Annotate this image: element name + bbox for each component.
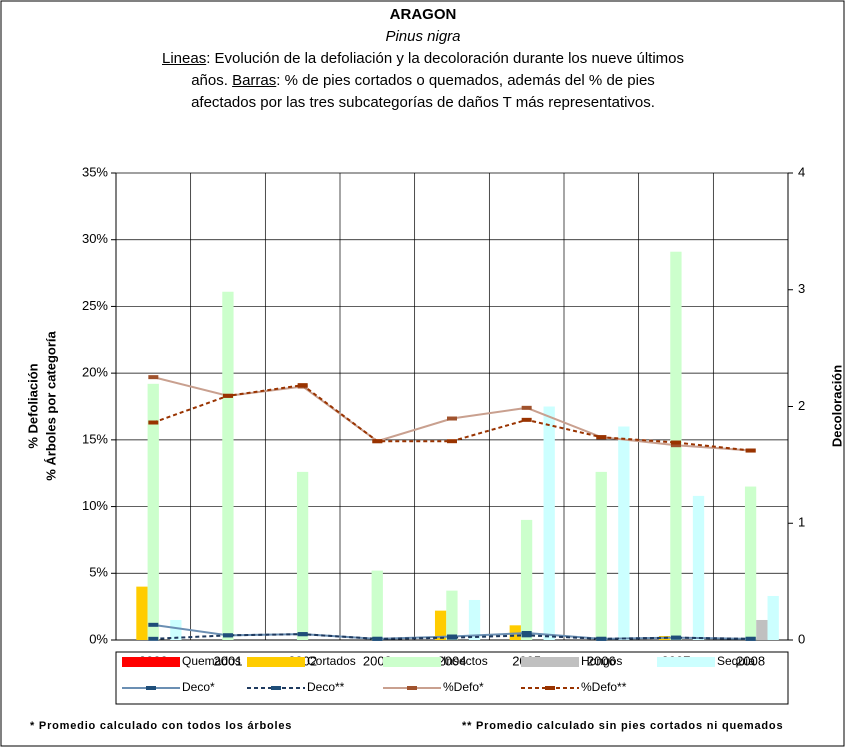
desc-part: afectados por las tres subcategorías de … [191,94,655,111]
legend-marker [545,686,555,690]
marker [745,636,756,641]
y2-tick-label: 0 [798,631,805,646]
description: Lineas: Evolución de la defoliación y la… [0,48,846,114]
y2-tick-label: 3 [798,281,805,296]
bar [595,471,607,640]
legend-label: %Defo** [581,680,627,694]
bar [756,619,768,640]
y2-tick-label: 4 [798,164,805,179]
y-tick-label: 35% [82,164,108,179]
bar [446,590,458,640]
marker [372,439,383,444]
marker [297,632,308,637]
marker [521,405,532,410]
footnote: ** Promedio calculado sin pies cortados … [462,720,783,732]
y-tick-label: 5% [89,565,108,580]
legend-swatch [383,657,441,667]
chart-title: ARAGON [389,6,457,23]
y-tick-label: 10% [82,498,108,513]
header: ARAGON Pinus nigra Lineas: Evolución de … [0,0,846,114]
marker [148,420,159,425]
legend-label: %Defo* [443,680,484,694]
y-axis-label: % Árboles por categoría [43,330,58,480]
legend-label: Quemados [182,654,241,668]
marker [521,630,532,635]
marker [447,439,457,444]
desc-part: : Evolución de la defoliación y la decol… [206,50,684,67]
bar [434,610,447,640]
bar [543,406,555,640]
legend-marker [146,686,156,690]
legend-label: Hongos [581,654,622,668]
marker [671,440,681,445]
footnote: * Promedio calculado con todos los árbol… [30,720,292,732]
marker [447,635,457,640]
legend-label: Cortados [307,654,356,668]
x-tick-label: 2001 [214,653,243,668]
y-axis-label: % Defoliación [25,363,40,448]
marker [671,443,681,448]
legend-marker [271,686,281,690]
desc-part: : % de pies cortados o quemados, además … [276,72,655,89]
legend-label: Sequía [717,654,755,668]
marker [223,393,233,398]
marker [223,633,233,638]
bar [170,619,182,640]
marker [148,375,159,380]
marker [372,636,383,641]
y-tick-label: 15% [82,431,108,446]
y-tick-label: 0% [89,631,108,646]
x-tick-label: 2006 [587,653,616,668]
y2-axis-label: Decoloración [829,365,844,447]
marker [521,417,532,422]
legend-swatch [657,657,715,667]
y-tick-label: 20% [82,365,108,380]
y2-tick-label: 2 [798,398,805,413]
marker [745,448,756,453]
bar [692,495,705,640]
marker [521,633,532,638]
bar [767,595,779,640]
bar [147,383,159,640]
desc-part: años. [191,72,233,89]
x-tick-label: 2008 [736,653,765,668]
bar [371,570,383,640]
bar [468,599,481,640]
legend-label: Deco** [307,680,345,694]
legend-swatch [122,657,180,667]
x-tick-label: 2004 [438,653,467,668]
bar [744,486,757,640]
marker [148,622,159,627]
desc-part: Barras [232,72,277,89]
marker [447,416,457,421]
desc-part: Lineas [162,50,207,67]
legend-label: Insectos [443,654,488,668]
bar [222,291,234,640]
y-tick-label: 25% [82,298,108,313]
marker [297,383,308,388]
marker [671,635,681,640]
y-tick-label: 30% [82,231,108,246]
y2-tick-label: 1 [798,515,805,530]
marker [596,435,607,440]
legend-marker [407,686,417,690]
legend-label: Deco* [182,680,215,694]
chart-subtitle: Pinus nigra [385,28,461,45]
line [153,633,751,640]
legend-swatch [247,657,305,667]
legend-swatch [521,657,579,667]
bar [520,519,533,640]
bar [618,426,630,640]
bar [296,471,309,640]
bar [136,586,148,640]
marker [148,636,159,641]
marker [596,636,607,641]
